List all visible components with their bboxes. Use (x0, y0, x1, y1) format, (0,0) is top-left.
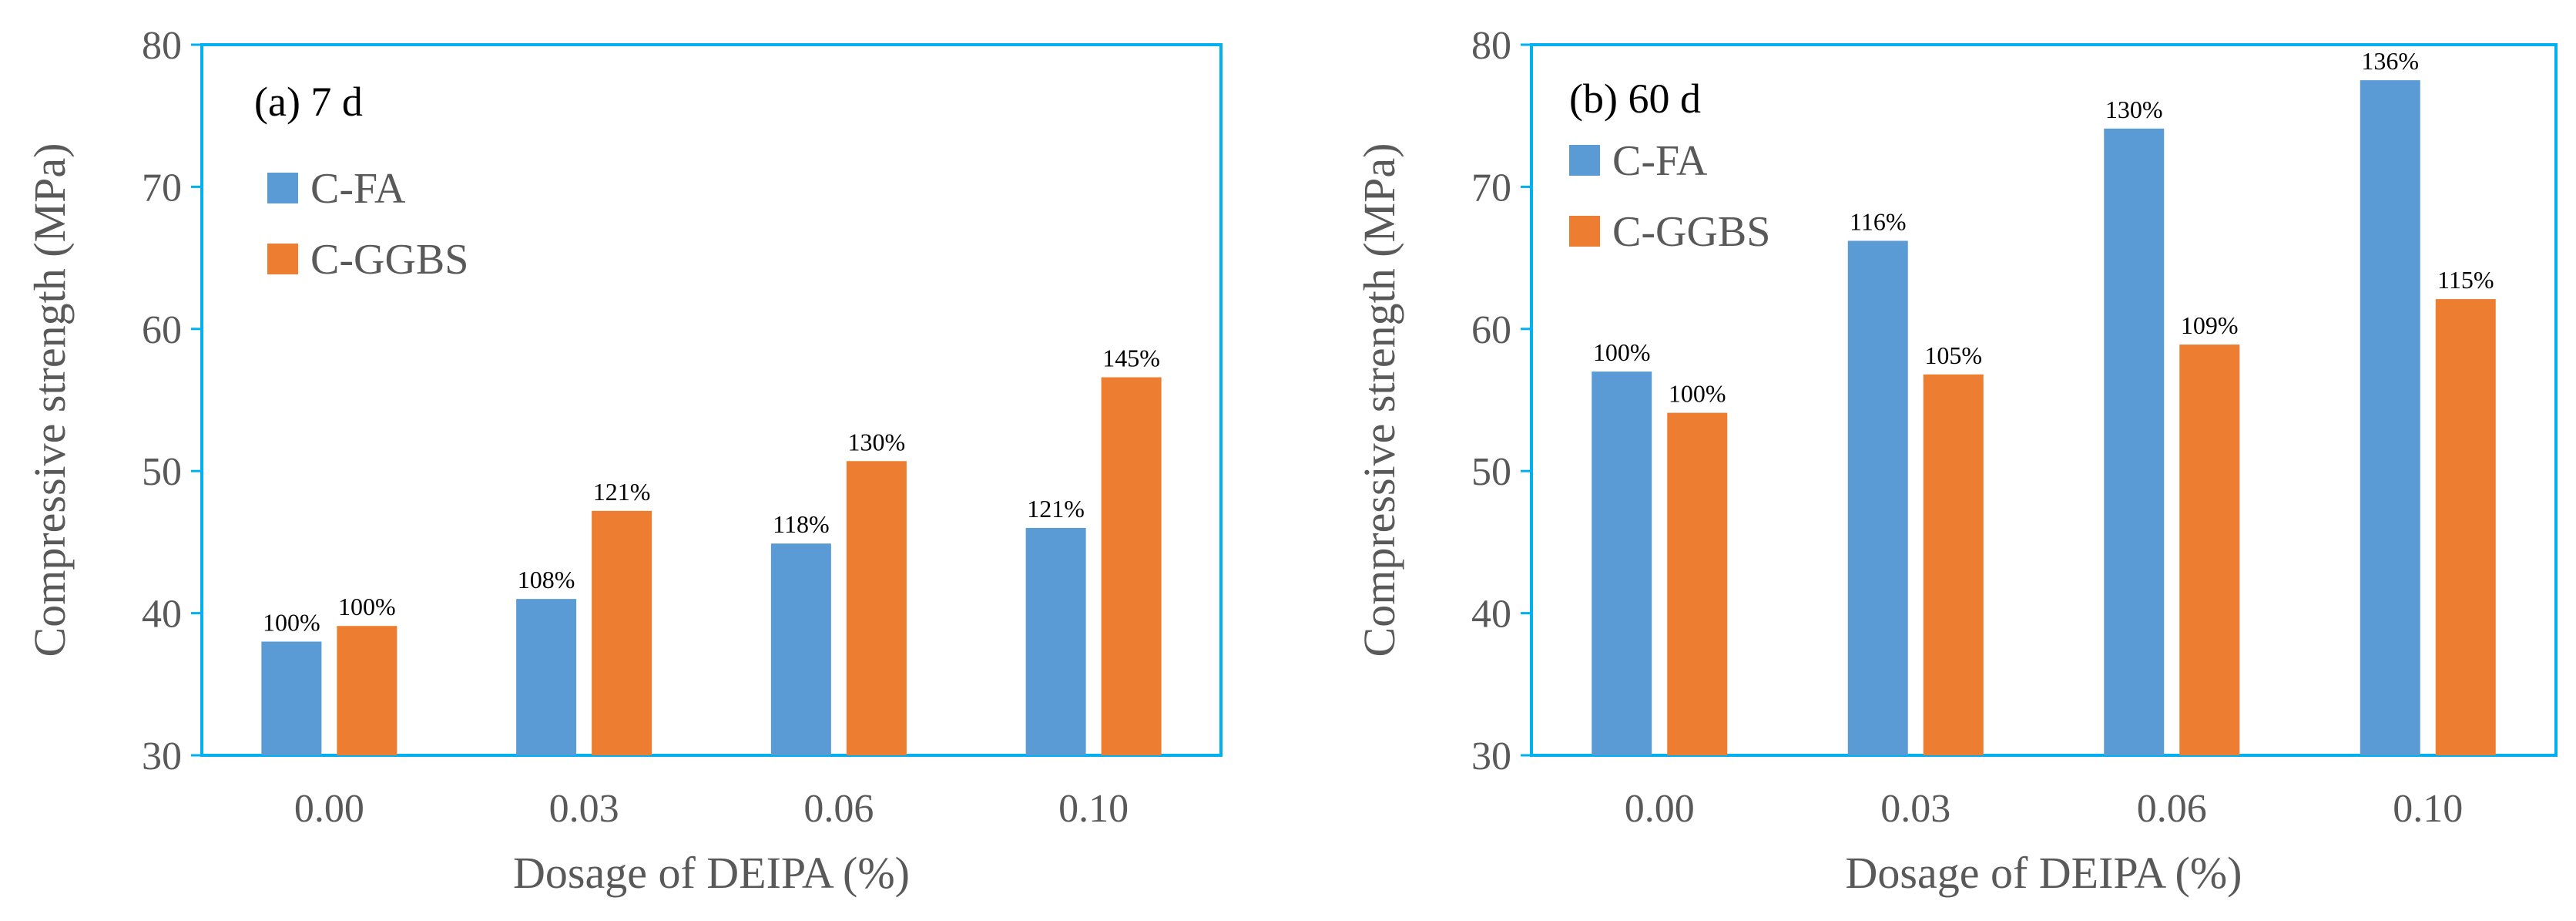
legend-swatch (1569, 216, 1600, 247)
x-tick-label: 0.00 (1625, 787, 1695, 831)
bar-c-fa-2 (770, 543, 831, 755)
y-axis-title: Compressive strength (MPa) (25, 143, 75, 657)
x-axis-title: Dosage of DEIPA (%) (1846, 848, 2242, 898)
data-label: 136% (2361, 47, 2419, 75)
x-tick-label: 0.00 (294, 787, 364, 831)
x-tick-label: 0.03 (1880, 787, 1950, 831)
x-tick-label: 0.10 (2393, 787, 2463, 831)
data-label: 121% (593, 478, 651, 506)
y-tick-label: 30 (142, 734, 182, 778)
legend-label: C-GGBS (310, 236, 468, 284)
y-tick-label: 70 (142, 166, 182, 210)
bar-c-ggbs-2 (846, 461, 907, 755)
bar-c-fa-0 (1592, 371, 1652, 755)
legend: C-FA C-GGBS (267, 165, 468, 284)
y-tick-label: 30 (1471, 734, 1511, 778)
bar-c-ggbs-3 (1101, 377, 1162, 755)
legend-label: C-FA (310, 165, 406, 213)
data-label: 100% (1593, 338, 1651, 366)
y-axis-title: Compressive strength (MPa) (1354, 143, 1404, 657)
data-label: 115% (2437, 266, 2494, 294)
bar-c-fa-3 (2360, 80, 2420, 756)
y-tick-label: 80 (1471, 24, 1511, 68)
y-tick-label: 60 (142, 308, 182, 352)
data-label: 100% (338, 593, 396, 620)
data-label: 130% (2105, 96, 2163, 123)
legend-label: C-FA (1612, 137, 1708, 185)
bar-c-fa-1 (1847, 240, 1908, 755)
bar-c-ggbs-1 (1923, 374, 1984, 755)
plot-frame (200, 43, 1223, 757)
data-label: 116% (1850, 207, 1906, 235)
data-label: 100% (1669, 380, 1726, 408)
legend-swatch (267, 244, 298, 274)
y-tick-label: 50 (142, 450, 182, 494)
x-tick-label: 0.06 (2137, 787, 2207, 831)
data-label: 121% (1027, 495, 1085, 523)
legend-label: C-GGBS (1612, 208, 1770, 256)
bar-c-ggbs-0 (1667, 412, 1728, 755)
data-label: 100% (263, 608, 320, 636)
bar-c-fa-2 (2104, 128, 2165, 755)
legend-swatch (1569, 145, 1600, 176)
chart-panel-a: 30 40 50 60 70 80 0.00 0.03 0.06 0.10 100% 108% 118%… (25, 24, 1223, 898)
plot-frame (1530, 43, 2558, 757)
data-label: 109% (2181, 311, 2239, 339)
legend: C-FA C-GGBS (1569, 137, 1770, 256)
data-label: 108% (518, 566, 575, 593)
bar-c-fa-1 (516, 599, 577, 755)
y-tick-label: 80 (142, 24, 182, 68)
data-label: 130% (848, 428, 906, 455)
x-axis-title: Dosage of DEIPA (%) (513, 848, 910, 898)
x-tick-label: 0.10 (1058, 787, 1129, 831)
y-tick-label: 50 (1471, 450, 1511, 494)
data-label: 118% (773, 510, 829, 538)
bar-c-ggbs-2 (2179, 345, 2240, 756)
bar-c-ggbs-0 (337, 626, 397, 755)
bar-c-ggbs-3 (2435, 299, 2496, 755)
legend-swatch (267, 173, 298, 203)
y-tick-label: 60 (1471, 308, 1511, 352)
data-label: 105% (1924, 341, 1982, 369)
x-tick-label: 0.06 (803, 787, 874, 831)
x-tick-label: 0.03 (549, 787, 619, 831)
chart-panel-b: 30 40 50 60 70 80 0.00 0.03 0.06 0.10 100% 116% 130%… (1354, 24, 2558, 898)
panel-label: (a) 7 d (254, 79, 363, 125)
bar-c-fa-0 (261, 641, 322, 755)
y-tick-label: 70 (1471, 166, 1511, 210)
y-tick-label: 40 (142, 593, 182, 637)
panel-label: (b) 60 d (1569, 76, 1701, 122)
data-label: 145% (1102, 344, 1160, 371)
bar-c-fa-3 (1025, 527, 1086, 755)
bar-c-ggbs-1 (592, 510, 652, 755)
y-tick-label: 40 (1471, 593, 1511, 637)
